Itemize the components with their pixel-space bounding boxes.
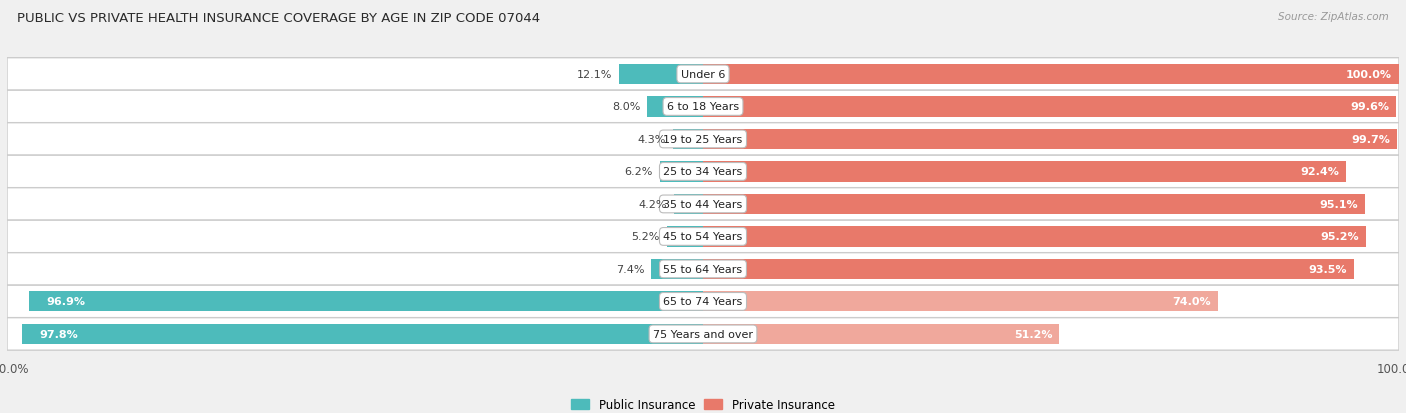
Text: 95.2%: 95.2%: [1320, 232, 1358, 242]
Text: 4.2%: 4.2%: [638, 199, 666, 209]
Bar: [703, 65, 1399, 85]
Bar: [659, 162, 703, 182]
Text: 55 to 64 Years: 55 to 64 Years: [664, 264, 742, 274]
Bar: [703, 324, 1059, 344]
Bar: [703, 227, 1365, 247]
FancyBboxPatch shape: [7, 156, 1399, 188]
Text: 65 to 74 Years: 65 to 74 Years: [664, 297, 742, 307]
FancyBboxPatch shape: [7, 188, 1399, 221]
Bar: [666, 227, 703, 247]
Bar: [651, 259, 703, 279]
Legend: Public Insurance, Private Insurance: Public Insurance, Private Insurance: [567, 393, 839, 413]
Text: 93.5%: 93.5%: [1308, 264, 1347, 274]
FancyBboxPatch shape: [7, 253, 1399, 285]
Text: Under 6: Under 6: [681, 70, 725, 80]
Text: 12.1%: 12.1%: [576, 70, 612, 80]
Text: 75 Years and over: 75 Years and over: [652, 329, 754, 339]
Bar: [673, 195, 703, 214]
Text: 4.3%: 4.3%: [638, 135, 666, 145]
Text: PUBLIC VS PRIVATE HEALTH INSURANCE COVERAGE BY AGE IN ZIP CODE 07044: PUBLIC VS PRIVATE HEALTH INSURANCE COVER…: [17, 12, 540, 25]
FancyBboxPatch shape: [7, 123, 1399, 156]
Bar: [703, 292, 1218, 312]
Text: 35 to 44 Years: 35 to 44 Years: [664, 199, 742, 209]
Text: 7.4%: 7.4%: [616, 264, 644, 274]
Bar: [619, 65, 703, 85]
Text: 25 to 34 Years: 25 to 34 Years: [664, 167, 742, 177]
Text: 92.4%: 92.4%: [1301, 167, 1339, 177]
Bar: [28, 292, 703, 312]
Text: 97.8%: 97.8%: [39, 329, 79, 339]
Text: 51.2%: 51.2%: [1014, 329, 1052, 339]
Text: 6.2%: 6.2%: [624, 167, 652, 177]
Text: 74.0%: 74.0%: [1173, 297, 1211, 307]
FancyBboxPatch shape: [7, 59, 1399, 91]
Bar: [703, 195, 1365, 214]
Text: 19 to 25 Years: 19 to 25 Years: [664, 135, 742, 145]
Bar: [703, 162, 1346, 182]
Bar: [647, 97, 703, 117]
Text: 99.7%: 99.7%: [1351, 135, 1391, 145]
FancyBboxPatch shape: [7, 91, 1399, 123]
Text: 45 to 54 Years: 45 to 54 Years: [664, 232, 742, 242]
Bar: [22, 324, 703, 344]
Text: 5.2%: 5.2%: [631, 232, 659, 242]
Text: Source: ZipAtlas.com: Source: ZipAtlas.com: [1278, 12, 1389, 22]
Bar: [703, 97, 1396, 117]
Bar: [673, 130, 703, 150]
FancyBboxPatch shape: [7, 285, 1399, 318]
Text: 6 to 18 Years: 6 to 18 Years: [666, 102, 740, 112]
Text: 100.0%: 100.0%: [1346, 70, 1392, 80]
Bar: [703, 130, 1398, 150]
Bar: [703, 259, 1354, 279]
FancyBboxPatch shape: [7, 318, 1399, 350]
FancyBboxPatch shape: [7, 221, 1399, 253]
Text: 95.1%: 95.1%: [1319, 199, 1358, 209]
Text: 8.0%: 8.0%: [612, 102, 640, 112]
Text: 99.6%: 99.6%: [1350, 102, 1389, 112]
Text: 96.9%: 96.9%: [46, 297, 84, 307]
